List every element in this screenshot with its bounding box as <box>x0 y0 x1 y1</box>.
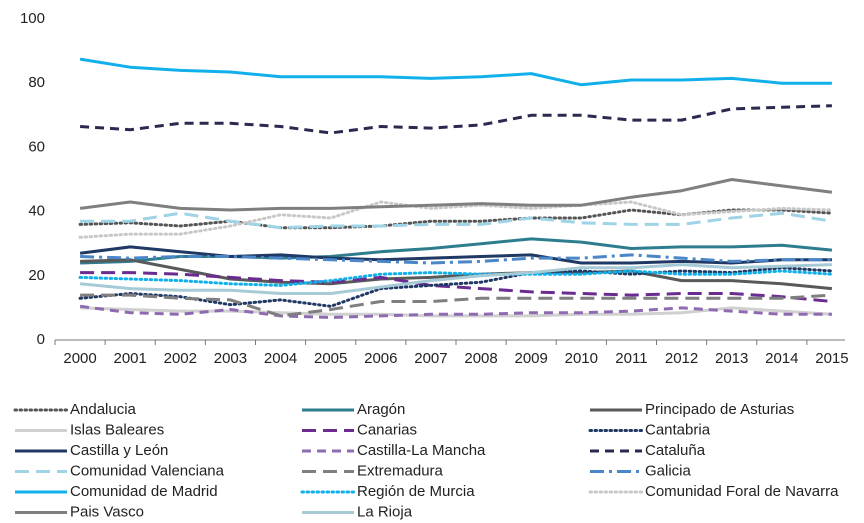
x-tick-label: 2005 <box>314 350 347 367</box>
series-line <box>79 263 832 295</box>
legend-label: Cataluña <box>645 442 706 459</box>
y-tick-label: 40 <box>28 203 45 220</box>
legend-label: Castilla y León <box>70 442 168 459</box>
x-tick-label: 2000 <box>63 350 96 367</box>
y-tick-label: 20 <box>28 267 45 284</box>
series-line <box>78 269 834 287</box>
y-tick-label: 100 <box>20 10 45 27</box>
x-tick-label: 2007 <box>414 350 447 367</box>
legend-label: Comunidad de Madrid <box>70 483 218 500</box>
legend-label: Aragón <box>357 401 405 418</box>
legend-label: Extremadura <box>357 462 444 479</box>
series-line <box>78 208 834 230</box>
series-line <box>80 211 833 230</box>
legend-label: Islas Baleares <box>70 421 164 438</box>
legend-label: Comunidad Foral de Navarra <box>645 483 839 500</box>
y-tick-label: 60 <box>28 138 45 155</box>
legend-label: Andalucia <box>70 401 137 418</box>
x-tick-label: 2002 <box>164 350 197 367</box>
legend-label: Pais Vasco <box>70 503 144 520</box>
legend-label: Galicia <box>645 462 692 479</box>
legend-label: Canarias <box>357 421 417 438</box>
legend-label: Castilla-La Mancha <box>357 442 486 459</box>
series-line <box>79 178 833 212</box>
x-tick-label: 2003 <box>214 350 247 367</box>
series-line <box>78 200 834 239</box>
legend-label: La Rioja <box>357 503 413 520</box>
legend-label: Región de Murcia <box>357 483 475 500</box>
series-line <box>80 253 832 265</box>
x-tick-label: 2001 <box>114 350 147 367</box>
legend-label: Principado de Asturias <box>645 401 794 418</box>
legend-label: Cantabria <box>645 421 711 438</box>
y-tick-label: 0 <box>37 331 45 348</box>
x-tick-label: 2009 <box>515 350 548 367</box>
y-tick-label: 80 <box>28 74 45 91</box>
legend-label: Comunidad Valenciana <box>70 462 225 479</box>
x-tick-label: 2011 <box>615 350 647 367</box>
x-tick-label: 2004 <box>264 350 297 367</box>
x-tick-label: 2013 <box>715 350 748 367</box>
series-line <box>79 245 832 265</box>
x-tick-label: 2014 <box>765 350 798 367</box>
series-line <box>80 258 833 291</box>
x-tick-label: 2010 <box>565 350 598 367</box>
x-tick-label: 2012 <box>665 350 698 367</box>
series-line <box>78 266 834 308</box>
series-line <box>80 237 833 265</box>
series-line <box>79 304 832 319</box>
x-tick-label: 2015 <box>815 350 848 367</box>
x-tick-label: 2008 <box>464 350 497 367</box>
x-tick-label: 2006 <box>364 350 397 367</box>
series-line <box>80 104 832 135</box>
series-line <box>79 57 832 87</box>
series-line <box>80 293 832 318</box>
